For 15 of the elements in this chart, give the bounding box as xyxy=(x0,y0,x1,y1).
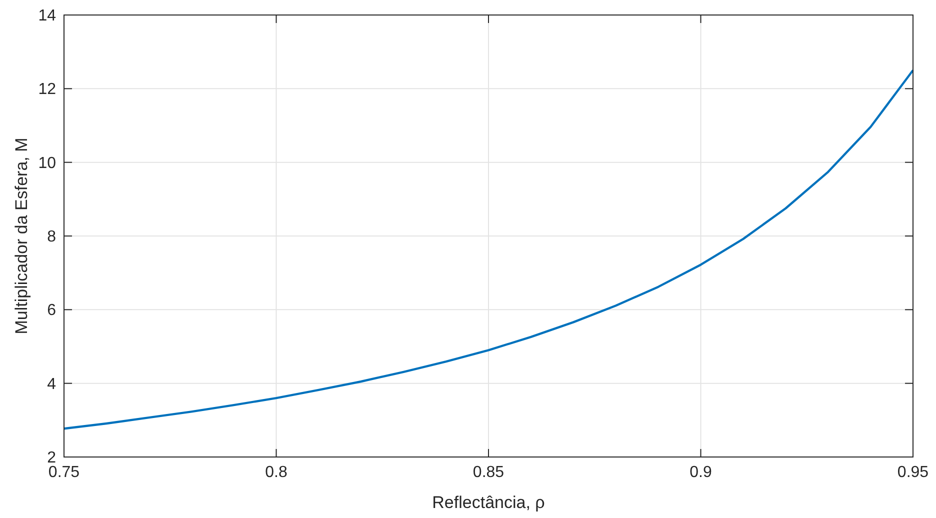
y-tick-label: 10 xyxy=(38,154,56,172)
x-axis-title: Reflectância, ρ xyxy=(432,493,545,512)
y-tick-label: 12 xyxy=(38,81,56,98)
y-tick-label: 2 xyxy=(47,450,56,466)
x-tick-label: 0.8 xyxy=(265,464,288,481)
y-axis-title: Multiplicador da Esfera, M xyxy=(12,138,31,334)
x-tick-label: 0.85 xyxy=(472,464,504,481)
y-tick-label: 4 xyxy=(47,376,56,393)
line-series xyxy=(62,69,914,430)
x-tick-label: 0.75 xyxy=(48,464,80,481)
x-tick-label: 0.9 xyxy=(690,464,712,481)
y-tick-label: 8 xyxy=(47,228,56,246)
x-tick-label: 0.95 xyxy=(897,464,929,481)
y-tick-label: 6 xyxy=(47,302,56,320)
y-tick-label: 14 xyxy=(38,8,56,24)
